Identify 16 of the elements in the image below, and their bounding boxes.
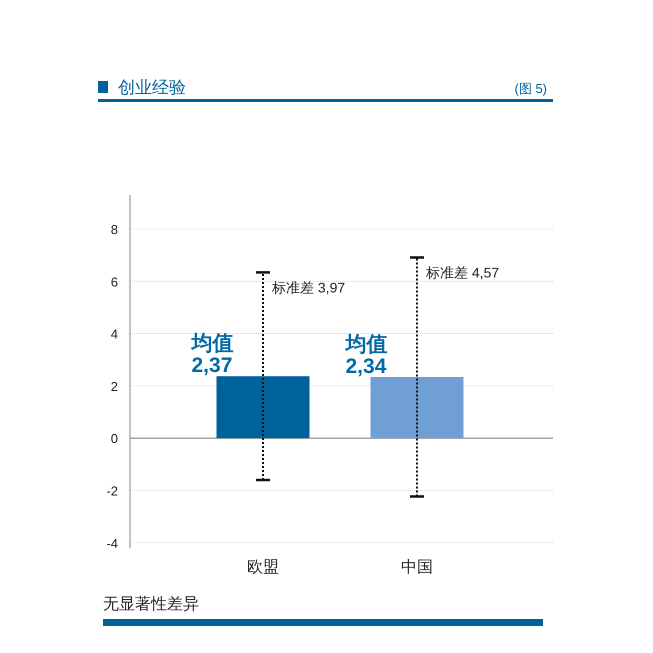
y-tick-label: -2: [106, 483, 118, 498]
y-tick-label: 8: [110, 222, 118, 237]
text: (图 5): [514, 81, 547, 96]
x-tick-label: 欧盟: [247, 559, 279, 576]
chart-title: 创业经验: [118, 78, 186, 97]
y-tick-label: 0: [110, 431, 118, 446]
y-tick-label: 4: [110, 326, 118, 342]
annotation: 标准差 3,97: [271, 279, 346, 296]
data-label: 均值 2,37: [190, 332, 234, 378]
data-label: 均值 2,34: [344, 332, 388, 378]
x-tick-label: 中国: [401, 558, 433, 576]
annotation: 标准差 4,57: [425, 264, 500, 280]
y-tick-label: 6: [110, 274, 118, 290]
y-tick-label: 2: [110, 378, 118, 394]
y-tick-label: -4: [106, 536, 118, 551]
text: 无显著性差异: [103, 595, 199, 613]
